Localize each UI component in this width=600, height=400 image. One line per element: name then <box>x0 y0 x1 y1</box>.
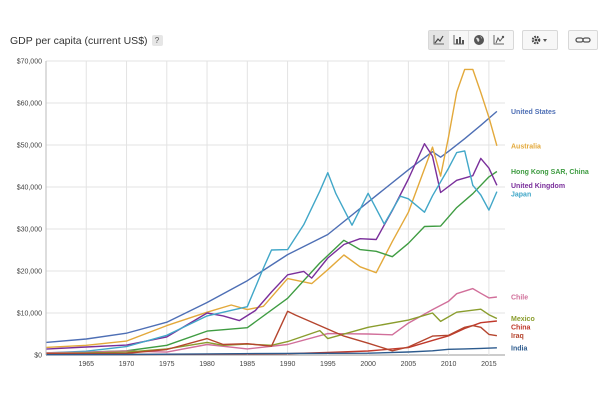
x-tick-label: 1980 <box>199 361 215 368</box>
y-tick-label: $0 <box>34 353 42 360</box>
map-globe-icon[interactable] <box>469 31 489 49</box>
series-line-japan[interactable] <box>45 150 498 354</box>
series-label-japan: Japan <box>511 191 531 198</box>
series-label-australia: Australia <box>511 143 541 150</box>
series-line-australia[interactable] <box>45 68 498 349</box>
series-label-chile: Chile <box>511 295 528 302</box>
chart-toolbar <box>428 30 598 50</box>
bar-chart-icon[interactable] <box>449 31 469 49</box>
x-tick-label: 1995 <box>320 361 336 368</box>
help-icon[interactable]: ? <box>151 35 163 46</box>
gear-icon[interactable] <box>523 31 557 49</box>
settings-group <box>522 30 558 50</box>
y-tick-label: $30,000 <box>17 227 42 234</box>
x-tick-label: 2005 <box>401 361 417 368</box>
series-line-chile[interactable] <box>45 287 497 354</box>
x-tick-label: 1990 <box>280 361 296 368</box>
axes: $0 $10,000 $20,000 $30,000 $40,000 $50,000 $60… <box>17 59 497 369</box>
series-line-united-kingdom[interactable] <box>45 142 498 350</box>
chart-title-text: GDP per capita (current US$) <box>10 35 148 47</box>
series-label-hong-kong-sar-china: Hong Kong SAR, China <box>511 169 589 176</box>
series-label-iraq: Iraq <box>511 333 524 340</box>
x-tick-label: 1975 <box>159 361 175 368</box>
y-tick-label: $60,000 <box>17 101 42 108</box>
y-tick-label: $40,000 <box>17 185 42 192</box>
y-tick-label: $20,000 <box>17 269 42 276</box>
x-tick-label: 1965 <box>78 361 94 368</box>
series-line-india[interactable] <box>45 347 497 356</box>
chart-title: GDP per capita (current US$)? <box>10 35 163 47</box>
y-tick-label: $10,000 <box>17 311 42 318</box>
series-label-united-states: United States <box>511 109 556 116</box>
x-tick-label: 1985 <box>240 361 256 368</box>
series-label-china: China <box>511 324 531 331</box>
y-tick-label: $70,000 <box>17 59 42 66</box>
scatter-chart-icon[interactable] <box>489 31 509 49</box>
series-line-iraq[interactable] <box>45 310 498 355</box>
share-group <box>568 30 598 50</box>
series-label-india: India <box>511 345 527 352</box>
x-tick-label: 2000 <box>360 361 376 368</box>
x-tick-label: 2015 <box>481 361 497 368</box>
grid <box>46 60 505 356</box>
chart-type-group <box>428 30 514 50</box>
line-chart-icon[interactable] <box>429 31 449 49</box>
share-link-icon[interactable] <box>569 31 597 49</box>
series-lines <box>45 68 498 356</box>
series-line-hong-kong-sar-china[interactable] <box>45 170 498 354</box>
x-tick-label: 2010 <box>441 361 457 368</box>
x-tick-label: 1970 <box>119 361 135 368</box>
series-label-united-kingdom: United Kingdom <box>511 183 565 190</box>
series-label-mexico: Mexico <box>511 316 535 323</box>
y-tick-label: $50,000 <box>17 143 42 150</box>
series-labels: United States Australia Hong Kong SAR, Chi… <box>511 109 589 352</box>
